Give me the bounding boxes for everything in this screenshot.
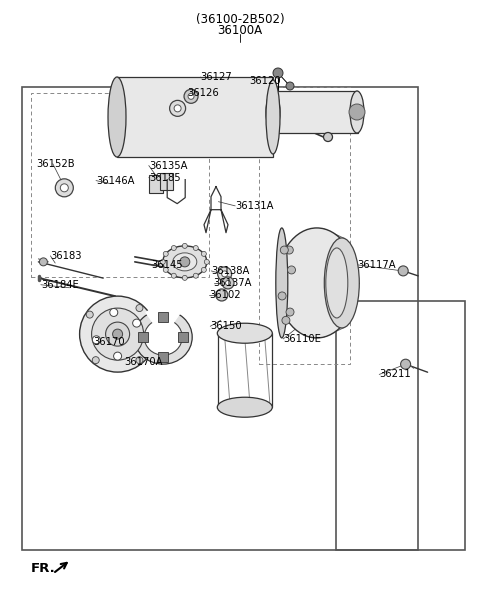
Ellipse shape (144, 319, 182, 355)
Text: FR.: FR. (31, 562, 56, 576)
Text: 36100A: 36100A (217, 23, 263, 37)
Ellipse shape (350, 91, 364, 133)
Circle shape (273, 68, 283, 78)
Circle shape (280, 246, 288, 254)
Circle shape (160, 259, 165, 264)
Circle shape (114, 352, 121, 360)
Bar (159, 173, 173, 190)
Circle shape (92, 356, 99, 364)
Circle shape (163, 252, 168, 256)
Ellipse shape (108, 77, 126, 157)
Circle shape (113, 329, 122, 339)
Circle shape (286, 308, 294, 316)
Text: 36120: 36120 (250, 76, 281, 86)
Circle shape (92, 308, 144, 360)
Bar (138, 332, 148, 342)
Circle shape (286, 82, 294, 90)
Text: 36211: 36211 (379, 370, 411, 379)
Circle shape (171, 273, 176, 278)
Text: (36100-2B502): (36100-2B502) (196, 13, 284, 26)
Ellipse shape (173, 253, 197, 271)
Circle shape (222, 271, 228, 277)
Bar (22, 87, 418, 550)
Circle shape (226, 281, 230, 285)
Text: 36135A: 36135A (149, 161, 187, 170)
Bar (149, 175, 163, 193)
Wedge shape (146, 307, 180, 337)
Text: 36102: 36102 (209, 290, 240, 300)
Circle shape (222, 277, 234, 289)
Bar (259, 87, 350, 364)
Circle shape (193, 273, 198, 278)
Circle shape (80, 296, 156, 372)
Circle shape (39, 258, 48, 266)
Ellipse shape (266, 91, 280, 133)
Ellipse shape (277, 228, 357, 338)
Ellipse shape (217, 397, 272, 417)
Circle shape (86, 311, 93, 318)
Ellipse shape (163, 246, 207, 278)
Bar (273, 91, 358, 133)
Circle shape (182, 275, 187, 281)
Ellipse shape (324, 132, 333, 141)
Ellipse shape (276, 228, 288, 338)
Text: 36131A: 36131A (235, 201, 274, 211)
Circle shape (216, 289, 228, 301)
Circle shape (349, 104, 365, 120)
Text: 36183: 36183 (50, 251, 82, 261)
Text: 36117A: 36117A (358, 260, 396, 270)
Circle shape (285, 246, 293, 254)
Ellipse shape (324, 238, 360, 328)
Text: 36138A: 36138A (211, 266, 250, 276)
Circle shape (193, 246, 198, 250)
Bar (178, 332, 188, 342)
Circle shape (136, 356, 143, 364)
Circle shape (188, 93, 194, 99)
Circle shape (398, 266, 408, 276)
Text: 36110E: 36110E (283, 334, 321, 344)
Text: 36170: 36170 (94, 337, 125, 347)
Circle shape (92, 336, 100, 344)
Circle shape (278, 292, 286, 300)
Bar (158, 312, 168, 322)
Ellipse shape (217, 323, 272, 343)
Circle shape (282, 317, 290, 324)
Text: 36170A: 36170A (124, 358, 162, 367)
Circle shape (106, 322, 130, 346)
Circle shape (201, 252, 206, 256)
Circle shape (182, 243, 187, 249)
Circle shape (401, 359, 410, 369)
Circle shape (201, 267, 206, 272)
Circle shape (184, 89, 198, 104)
Circle shape (60, 184, 68, 192)
Circle shape (163, 267, 168, 272)
Text: 36152B: 36152B (36, 159, 74, 169)
Circle shape (217, 267, 232, 281)
Bar (158, 352, 168, 362)
Text: 36126: 36126 (187, 88, 219, 98)
Circle shape (288, 266, 296, 274)
Text: 36184E: 36184E (41, 280, 79, 290)
Circle shape (174, 105, 181, 112)
Bar (336, 301, 465, 550)
Text: 36137A: 36137A (214, 278, 252, 288)
Text: 36145: 36145 (151, 260, 183, 270)
Circle shape (110, 308, 118, 317)
Ellipse shape (134, 310, 192, 364)
Ellipse shape (326, 248, 348, 318)
Text: 36127: 36127 (201, 72, 232, 82)
Circle shape (136, 305, 143, 312)
Text: 36150: 36150 (210, 321, 242, 331)
Circle shape (55, 179, 73, 197)
Ellipse shape (266, 80, 280, 154)
Circle shape (204, 259, 209, 264)
Circle shape (169, 101, 186, 116)
Circle shape (132, 319, 141, 327)
Bar (31, 93, 209, 277)
Bar (117, 77, 273, 157)
Text: 36185: 36185 (149, 173, 180, 182)
Text: 36146A: 36146A (96, 176, 134, 185)
Circle shape (171, 246, 176, 250)
Circle shape (180, 257, 190, 267)
